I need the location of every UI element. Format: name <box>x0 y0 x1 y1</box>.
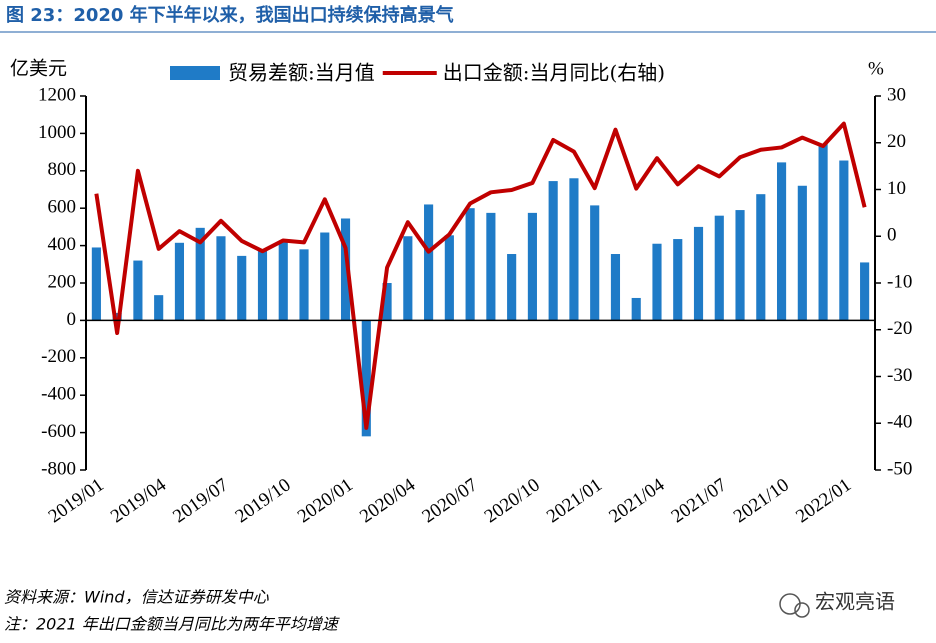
bar <box>818 143 828 321</box>
bar <box>652 243 662 321</box>
bar <box>424 204 434 321</box>
x-tick-label: 2019/07 <box>169 474 232 527</box>
bar <box>839 160 849 321</box>
bar <box>195 227 205 321</box>
x-tick-label: 2021/07 <box>668 474 731 527</box>
y2-tick-label: 0 <box>887 225 897 246</box>
bar <box>527 212 537 321</box>
bar <box>174 242 185 321</box>
bar <box>569 178 579 321</box>
bar <box>590 205 600 321</box>
x-tick-label: 2019/10 <box>232 474 295 527</box>
y-tick-label: 200 <box>48 271 77 292</box>
bar <box>299 249 309 321</box>
x-tick-label: 2021/04 <box>605 474 668 527</box>
x-tick-label: 2020/07 <box>418 474 481 527</box>
x-tick-label: 2019/01 <box>45 474 108 527</box>
line <box>94 121 867 430</box>
y2-tick-label: -30 <box>887 365 912 386</box>
y-tick-label: -600 <box>41 421 76 442</box>
y2-tick-label: 30 <box>887 84 906 105</box>
y-tick-label: -800 <box>41 458 76 479</box>
y2-tick-label: 20 <box>887 131 906 152</box>
y2-axis-label: % <box>868 58 884 79</box>
bar <box>216 236 226 321</box>
y-tick-label: 400 <box>48 234 77 255</box>
x-tick-label: 2020/01 <box>294 474 357 527</box>
y2-tick-label: -50 <box>887 458 912 479</box>
y-tick-label: 800 <box>48 159 77 180</box>
watermark-icon <box>779 593 810 618</box>
bar <box>673 239 683 321</box>
bar <box>548 181 558 321</box>
chart-title: 图 23：2020 年下半年以来，我国出口持续保持高景气 <box>6 4 454 26</box>
y2-tick-label: -20 <box>887 318 912 339</box>
bar <box>444 235 454 321</box>
bar <box>860 262 870 321</box>
bar <box>91 247 101 321</box>
bar <box>237 255 247 321</box>
bar <box>465 208 475 321</box>
bar <box>154 295 164 321</box>
x-tick-label: 2020/04 <box>356 474 419 527</box>
bar <box>320 232 330 321</box>
bar <box>631 297 641 321</box>
x-tick-label: 2020/10 <box>481 474 544 527</box>
y-tick-label: 0 <box>67 309 77 330</box>
bar <box>403 236 413 321</box>
bar <box>756 194 766 321</box>
bar <box>382 283 392 321</box>
y-tick-label: 1200 <box>38 84 76 105</box>
bar <box>797 185 807 321</box>
bar <box>133 260 143 321</box>
bar <box>486 212 496 321</box>
bar <box>714 215 724 321</box>
bar <box>735 210 745 321</box>
bar <box>361 320 371 437</box>
x-tick-label: 2022/01 <box>792 474 855 527</box>
y2-tick-label: 10 <box>887 178 906 199</box>
legend-label: 出口金额:当月同比(右轴) <box>443 61 665 85</box>
y2-tick-label: -10 <box>887 271 912 292</box>
source: 资料来源：Wind，信达证券研发中心 <box>4 588 270 607</box>
y-tick-label: 1000 <box>38 122 76 143</box>
y-tick-label: -400 <box>41 384 76 405</box>
bar <box>507 254 517 321</box>
bar <box>257 250 268 321</box>
bar <box>340 218 351 321</box>
x-tick-label: 2021/10 <box>730 474 793 527</box>
bar <box>776 162 787 321</box>
bar <box>112 312 122 321</box>
y-tick-label: -200 <box>41 346 76 367</box>
legend-swatch <box>170 66 220 80</box>
y-tick-label: 600 <box>48 197 77 218</box>
note: 注：2021 年出口金额当月同比为两年平均增速 <box>4 615 341 634</box>
x-tick-label: 2021/01 <box>543 474 606 527</box>
bar <box>278 240 288 321</box>
bar <box>693 226 704 321</box>
watermark: 宏观亮语 <box>815 590 895 614</box>
bar <box>610 254 621 321</box>
y2-tick-label: -40 <box>887 412 912 433</box>
x-tick-label: 2019/04 <box>107 474 170 527</box>
y-axis-label: 亿美元 <box>10 57 67 79</box>
legend-label: 贸易差额:当月值 <box>228 61 375 85</box>
